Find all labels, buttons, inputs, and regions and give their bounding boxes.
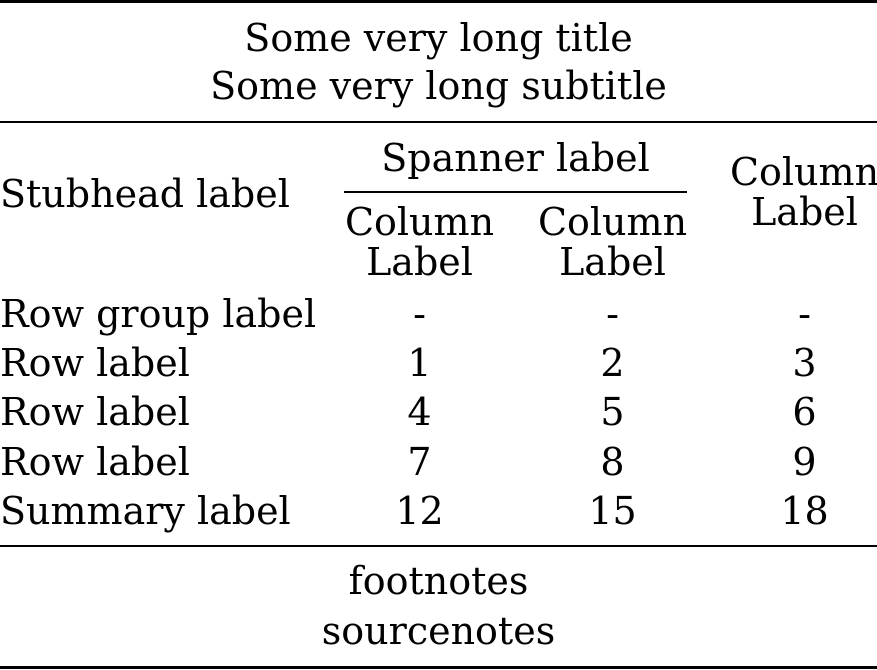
heading-rule: [0, 121, 877, 123]
column-label-3-line1: Column: [729, 150, 877, 194]
column-label-1: Column Label: [332, 198, 507, 286]
table-cell: 1: [407, 341, 432, 385]
column-label-3: Column Label: [717, 148, 877, 236]
column-label-3-line2: Label: [751, 190, 858, 234]
table-cell: 6: [792, 390, 817, 434]
table-cell: 3: [792, 341, 817, 385]
table-cell: -: [413, 292, 426, 336]
row-label: Row label: [0, 440, 190, 484]
top-rule: [0, 0, 877, 3]
spanner-rule: [344, 191, 687, 193]
bottom-rule: [0, 666, 877, 669]
row-label: Row label: [0, 390, 190, 434]
column-label-1-line2: Label: [366, 240, 473, 284]
row-group-label: Row group label: [0, 292, 317, 336]
table-title: Some very long title: [244, 16, 633, 60]
table-cell: 4: [407, 390, 432, 434]
column-label-2-line1: Column: [537, 200, 688, 244]
footnotes: footnotes: [348, 559, 529, 603]
summary-cell: 15: [588, 489, 637, 533]
table-cell: 8: [600, 440, 625, 484]
spanner-label: Spanner label: [381, 136, 650, 180]
sourcenotes: sourcenotes: [321, 609, 556, 653]
column-label-2-line2: Label: [559, 240, 666, 284]
table-cell: -: [606, 292, 619, 336]
column-label-1-line1: Column: [344, 200, 495, 244]
summary-label: Summary label: [0, 489, 291, 533]
table-cell: 5: [600, 390, 625, 434]
table-cell: 2: [600, 341, 625, 385]
summary-cell: 12: [395, 489, 444, 533]
table-cell: 7: [407, 440, 432, 484]
stubhead-label: Stubhead label: [0, 172, 290, 216]
row-label: Row label: [0, 341, 190, 385]
table-subtitle: Some very long subtitle: [210, 64, 667, 108]
table-cell: -: [798, 292, 811, 336]
column-label-2: Column Label: [525, 198, 700, 286]
body-bottom-rule: [0, 545, 877, 547]
summary-cell: 18: [780, 489, 829, 533]
table-cell: 9: [792, 440, 817, 484]
